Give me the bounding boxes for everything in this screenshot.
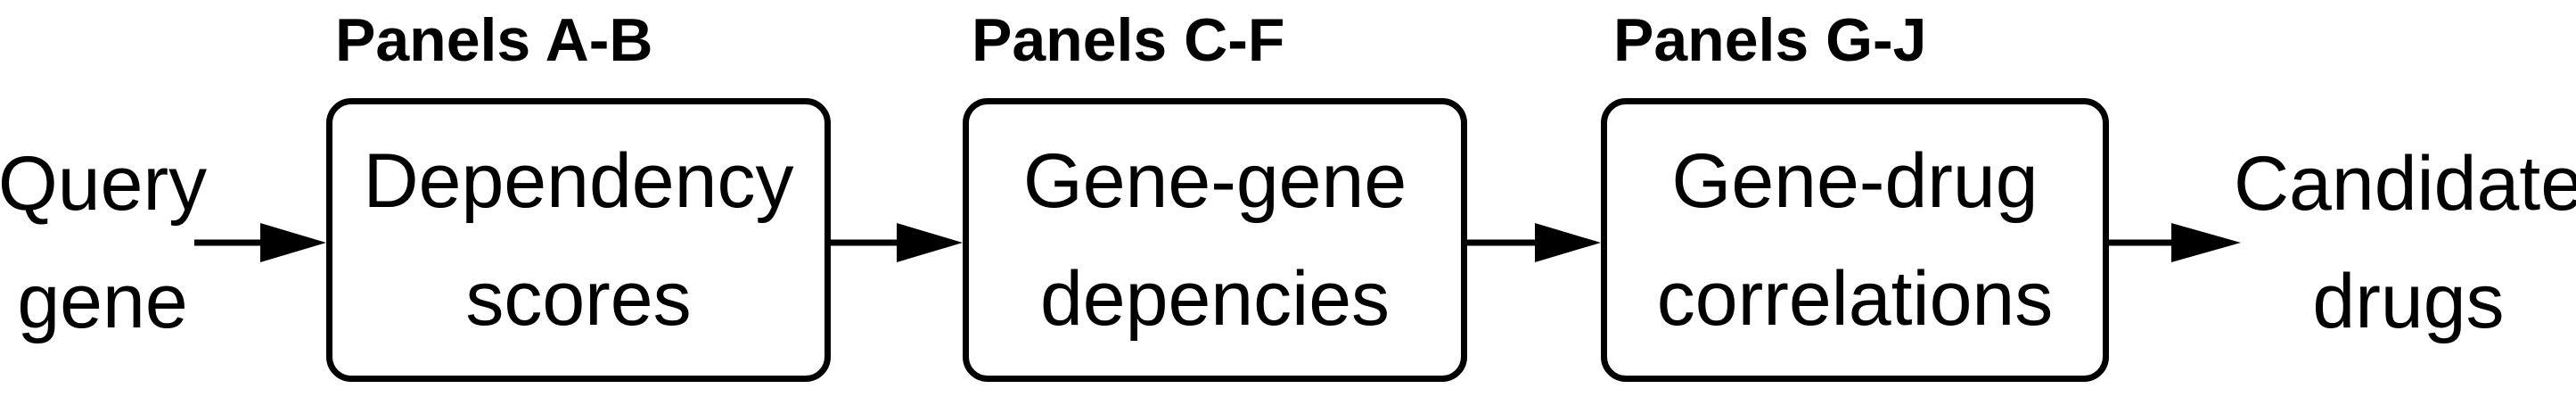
query-gene-node: Query gene: [0, 125, 207, 360]
gene-drug-line2: correlations: [1656, 256, 2054, 342]
candidate-drugs-text: Candidate drugs: [2234, 125, 2576, 360]
candidate-drugs-line2: drugs: [2312, 259, 2505, 344]
dependency-scores-box: Dependency scores: [326, 98, 831, 382]
arrow-gene-drug-to-candidate: [2109, 223, 2241, 262]
candidate-drugs-line1: Candidate: [2233, 141, 2576, 227]
dependency-scores-line1: Dependency: [363, 138, 794, 224]
gene-gene-text: Gene-gene depencies: [1023, 122, 1407, 358]
dependency-scores-line2: scores: [465, 256, 692, 342]
gene-gene-line1: Gene-gene: [1022, 138, 1407, 224]
query-gene-line1: Query: [0, 141, 208, 227]
query-gene-line2: gene: [17, 259, 188, 344]
gene-gene-box: Gene-gene depencies: [963, 98, 1467, 382]
panel-label-g-j: Panels G-J: [1613, 6, 1927, 74]
arrow-query-to-dependency: [194, 223, 326, 262]
gene-drug-text: Gene-drug correlations: [1657, 122, 2054, 358]
query-gene-text: Query gene: [0, 125, 207, 360]
arrow-gene-gene-to-gene-drug: [1467, 223, 1601, 262]
gene-drug-box: Gene-drug correlations: [1601, 98, 2109, 382]
dependency-scores-text: Dependency scores: [364, 122, 794, 358]
panel-label-a-b: Panels A-B: [335, 6, 653, 74]
gene-drug-line1: Gene-drug: [1671, 138, 2039, 224]
candidate-drugs-node: Candidate drugs: [2234, 125, 2576, 360]
panel-label-c-f: Panels C-F: [972, 6, 1285, 74]
arrow-dependency-to-gene-gene: [831, 223, 963, 262]
gene-gene-line2: depencies: [1039, 256, 1391, 342]
